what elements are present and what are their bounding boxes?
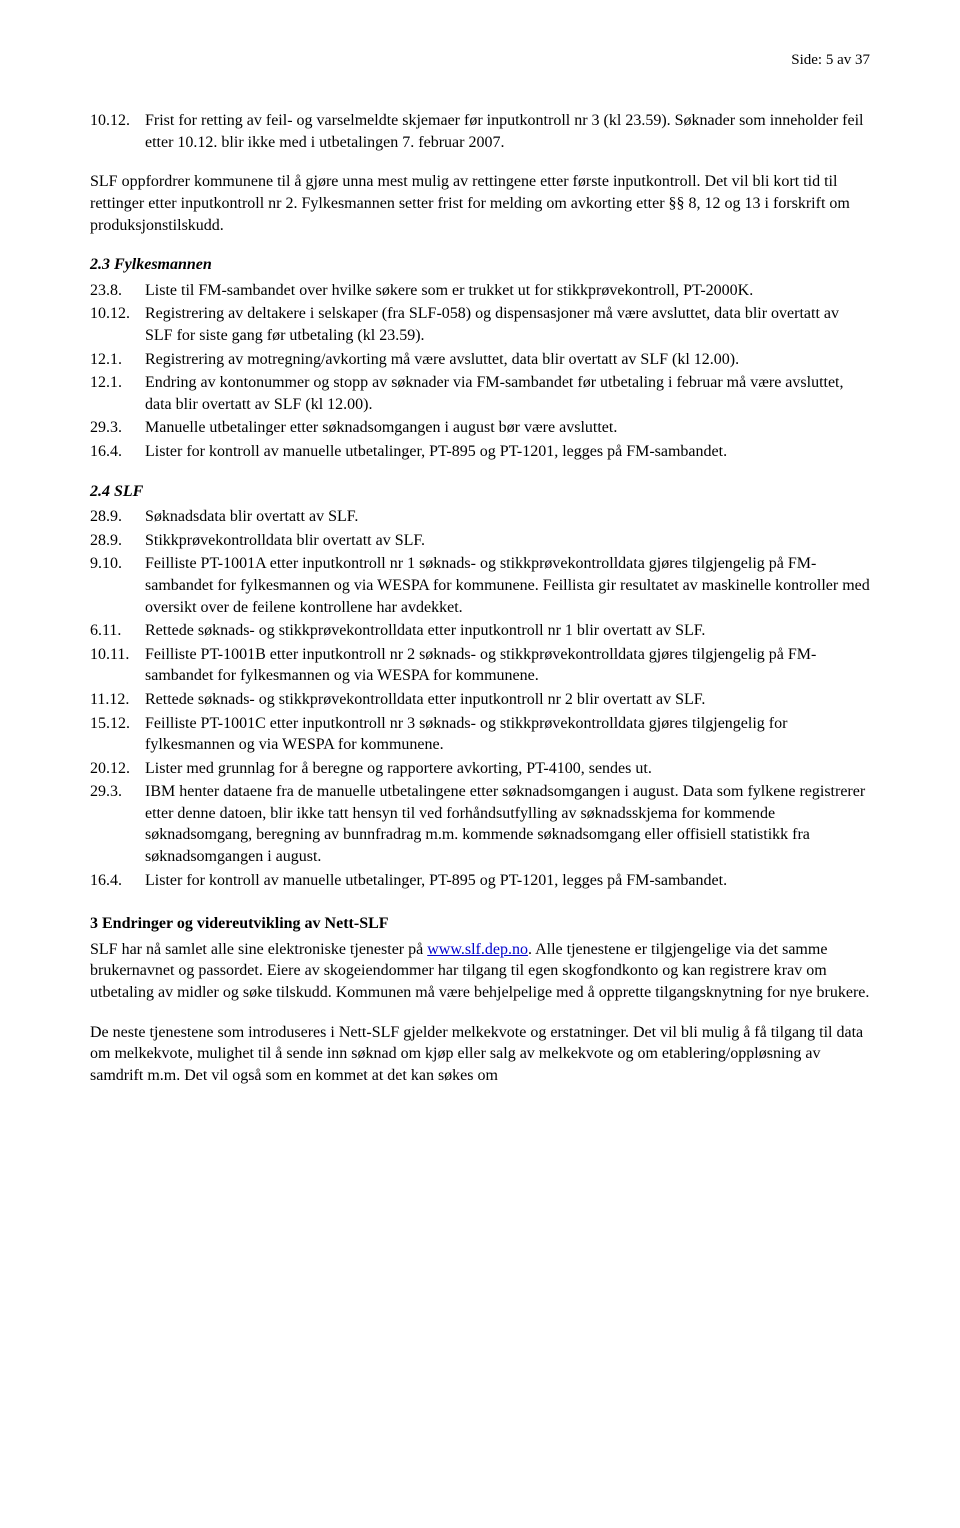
item-text: Lister for kontroll av manuelle utbetali…	[145, 441, 870, 463]
item-text: Registrering av motregning/avkorting må …	[145, 349, 870, 371]
item-text: Feilliste PT-1001A etter inputkontroll n…	[145, 553, 870, 618]
list-item: 10.12.Registrering av deltakere i selska…	[90, 303, 870, 346]
item-text: Lister med grunnlag for å beregne og rap…	[145, 758, 870, 780]
item-text: Feilliste PT-1001B etter inputkontroll n…	[145, 644, 870, 687]
list-item: 28.9.Stikkprøvekontrolldata blir overtat…	[90, 530, 870, 552]
item-text: Frist for retting av feil- og varselmeld…	[145, 110, 870, 153]
link-slf[interactable]: www.slf.dep.no	[427, 941, 528, 958]
list-item: 11.12.Rettede søknads- og stikkprøvekont…	[90, 689, 870, 711]
item-text: Rettede søknads- og stikkprøvekontrollda…	[145, 689, 870, 711]
list-item: 9.10.Feilliste PT-1001A etter inputkontr…	[90, 553, 870, 618]
item-number: 16.4.	[90, 441, 145, 463]
list-item: 29.3.Manuelle utbetalinger etter søknads…	[90, 417, 870, 439]
list-2-3: 23.8.Liste til FM-sambandet over hvilke …	[90, 280, 870, 463]
list-item: 20.12.Lister med grunnlag for å beregne …	[90, 758, 870, 780]
item-number: 15.12.	[90, 713, 145, 756]
item-number: 10.12.	[90, 110, 145, 153]
list-item: 12.1.Endring av kontonummer og stopp av …	[90, 372, 870, 415]
item-number: 10.11.	[90, 644, 145, 687]
list-item: 12.1.Registrering av motregning/avkortin…	[90, 349, 870, 371]
item-number: 10.12.	[90, 303, 145, 346]
item-text: Rettede søknads- og stikkprøvekontrollda…	[145, 620, 870, 642]
item-number: 23.8.	[90, 280, 145, 302]
item-number: 6.11.	[90, 620, 145, 642]
item-text: Stikkprøvekontrolldata blir overtatt av …	[145, 530, 870, 552]
item-number: 11.12.	[90, 689, 145, 711]
item-text: IBM henter dataene fra de manuelle utbet…	[145, 781, 870, 867]
paragraph: SLF oppfordrer kommunene til å gjøre unn…	[90, 171, 870, 236]
list-item: 29.3.IBM henter dataene fra de manuelle …	[90, 781, 870, 867]
item-text: Lister for kontroll av manuelle utbetali…	[145, 870, 870, 892]
text-run: SLF har nå samlet alle sine elektroniske…	[90, 941, 427, 958]
list-item: 6.11.Rettede søknads- og stikkprøvekontr…	[90, 620, 870, 642]
item-text: Registrering av deltakere i selskaper (f…	[145, 303, 870, 346]
list-item: 10.12. Frist for retting av feil- og var…	[90, 110, 870, 153]
item-text: Søknadsdata blir overtatt av SLF.	[145, 506, 870, 528]
list-item: 10.11.Feilliste PT-1001B etter inputkont…	[90, 644, 870, 687]
paragraph: SLF har nå samlet alle sine elektroniske…	[90, 939, 870, 1004]
item-number: 28.9.	[90, 506, 145, 528]
item-number: 9.10.	[90, 553, 145, 618]
list-item: 16.4.Lister for kontroll av manuelle utb…	[90, 441, 870, 463]
list-item: 16.4.Lister for kontroll av manuelle utb…	[90, 870, 870, 892]
paragraph: De neste tjenestene som introduseres i N…	[90, 1022, 870, 1087]
list-item: 15.12.Feilliste PT-1001C etter inputkont…	[90, 713, 870, 756]
item-number: 29.3.	[90, 417, 145, 439]
item-text: Endring av kontonummer og stopp av søkna…	[145, 372, 870, 415]
item-number: 20.12.	[90, 758, 145, 780]
list-item: 28.9.Søknadsdata blir overtatt av SLF.	[90, 506, 870, 528]
heading-2-4: 2.4 SLF	[90, 481, 870, 503]
item-text: Liste til FM-sambandet over hvilke søker…	[145, 280, 870, 302]
page-header: Side: 5 av 37	[90, 50, 870, 70]
heading-2-3: 2.3 Fylkesmannen	[90, 254, 870, 276]
list-item: 23.8.Liste til FM-sambandet over hvilke …	[90, 280, 870, 302]
item-number: 12.1.	[90, 372, 145, 415]
list-2-4: 28.9.Søknadsdata blir overtatt av SLF. 2…	[90, 506, 870, 891]
item-number: 28.9.	[90, 530, 145, 552]
item-text: Feilliste PT-1001C etter inputkontroll n…	[145, 713, 870, 756]
heading-3: 3 Endringer og videreutvikling av Nett-S…	[90, 913, 870, 935]
item-text: Manuelle utbetalinger etter søknadsomgan…	[145, 417, 870, 439]
item-number: 12.1.	[90, 349, 145, 371]
item-number: 16.4.	[90, 870, 145, 892]
item-number: 29.3.	[90, 781, 145, 867]
intro-list: 10.12. Frist for retting av feil- og var…	[90, 110, 870, 153]
